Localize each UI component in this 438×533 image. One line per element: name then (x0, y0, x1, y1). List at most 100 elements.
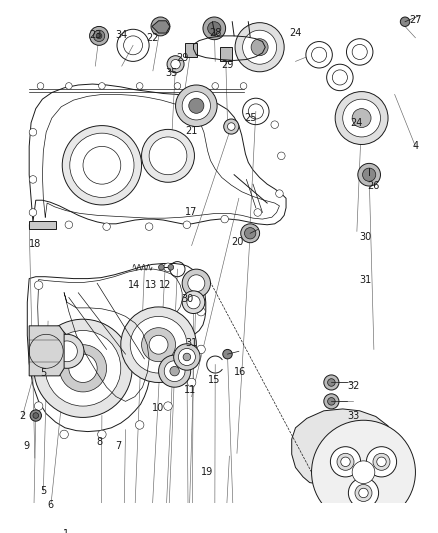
Polygon shape (29, 326, 64, 376)
Circle shape (341, 457, 350, 466)
Circle shape (240, 83, 247, 89)
Circle shape (65, 221, 73, 229)
Circle shape (34, 281, 43, 289)
FancyBboxPatch shape (29, 221, 56, 230)
Circle shape (355, 484, 372, 502)
Circle shape (37, 334, 63, 361)
Circle shape (174, 83, 181, 89)
Text: 17: 17 (185, 207, 198, 216)
Circle shape (34, 319, 132, 417)
Circle shape (187, 378, 196, 387)
Text: 4: 4 (412, 141, 418, 151)
Polygon shape (27, 263, 206, 432)
Circle shape (62, 126, 141, 205)
Text: 29: 29 (221, 60, 234, 70)
Circle shape (66, 83, 72, 89)
Circle shape (176, 85, 217, 126)
Circle shape (223, 350, 232, 359)
Circle shape (324, 394, 339, 409)
Circle shape (57, 341, 78, 362)
Circle shape (182, 269, 211, 297)
Text: 33: 33 (347, 411, 359, 422)
Text: 29: 29 (176, 53, 188, 62)
Circle shape (254, 209, 261, 216)
Circle shape (337, 453, 354, 470)
Circle shape (189, 98, 204, 114)
Circle shape (187, 277, 196, 286)
Circle shape (212, 83, 219, 89)
Circle shape (60, 430, 68, 439)
Text: 18: 18 (29, 239, 41, 249)
Text: 19: 19 (201, 467, 213, 477)
Text: 22: 22 (147, 33, 159, 43)
Polygon shape (152, 21, 170, 33)
Circle shape (167, 56, 184, 72)
Polygon shape (220, 47, 232, 61)
Circle shape (170, 366, 179, 376)
Circle shape (151, 17, 170, 36)
Circle shape (164, 402, 172, 410)
Polygon shape (29, 84, 286, 225)
Circle shape (159, 264, 164, 270)
Circle shape (34, 354, 43, 363)
Circle shape (29, 128, 37, 136)
Circle shape (136, 83, 143, 89)
Circle shape (60, 345, 106, 392)
Circle shape (348, 478, 378, 508)
Circle shape (221, 215, 229, 223)
Circle shape (187, 296, 200, 309)
Circle shape (29, 209, 37, 216)
Text: 9: 9 (23, 441, 29, 451)
Circle shape (33, 413, 39, 418)
Text: 28: 28 (209, 28, 222, 38)
Circle shape (377, 457, 386, 466)
Circle shape (164, 263, 172, 271)
Text: 30: 30 (359, 232, 371, 242)
Text: 34: 34 (116, 30, 128, 40)
Circle shape (171, 60, 180, 69)
Circle shape (174, 344, 200, 370)
Circle shape (183, 353, 191, 361)
Circle shape (29, 327, 71, 368)
Circle shape (186, 45, 195, 55)
Circle shape (159, 355, 191, 387)
Circle shape (83, 147, 121, 184)
Circle shape (145, 223, 153, 230)
Text: 2: 2 (19, 410, 26, 421)
Text: 1: 1 (63, 529, 69, 533)
Circle shape (330, 447, 360, 477)
Text: 6: 6 (48, 500, 54, 510)
Circle shape (182, 291, 205, 313)
Circle shape (224, 119, 239, 134)
Circle shape (335, 92, 388, 144)
Text: 21: 21 (185, 126, 198, 136)
Text: 7: 7 (115, 441, 121, 451)
Circle shape (328, 398, 335, 405)
Text: 5: 5 (40, 368, 46, 378)
Circle shape (278, 152, 285, 159)
Circle shape (359, 488, 368, 498)
Circle shape (43, 341, 57, 354)
Text: 14: 14 (128, 280, 140, 290)
Circle shape (244, 228, 256, 239)
Text: 13: 13 (145, 280, 157, 290)
Circle shape (130, 317, 187, 373)
Text: 31: 31 (359, 274, 371, 285)
Text: 15: 15 (208, 375, 220, 385)
Circle shape (251, 39, 268, 56)
Circle shape (34, 402, 43, 410)
Circle shape (168, 264, 174, 270)
Circle shape (327, 64, 353, 91)
Circle shape (135, 421, 144, 429)
Text: 5: 5 (40, 486, 46, 496)
Circle shape (343, 99, 381, 137)
Circle shape (164, 361, 185, 382)
Circle shape (352, 461, 375, 483)
Circle shape (366, 447, 396, 477)
Circle shape (149, 137, 187, 175)
Polygon shape (185, 44, 197, 56)
Polygon shape (292, 409, 395, 486)
Text: 31: 31 (185, 338, 198, 348)
Circle shape (178, 349, 195, 366)
Circle shape (358, 164, 381, 186)
